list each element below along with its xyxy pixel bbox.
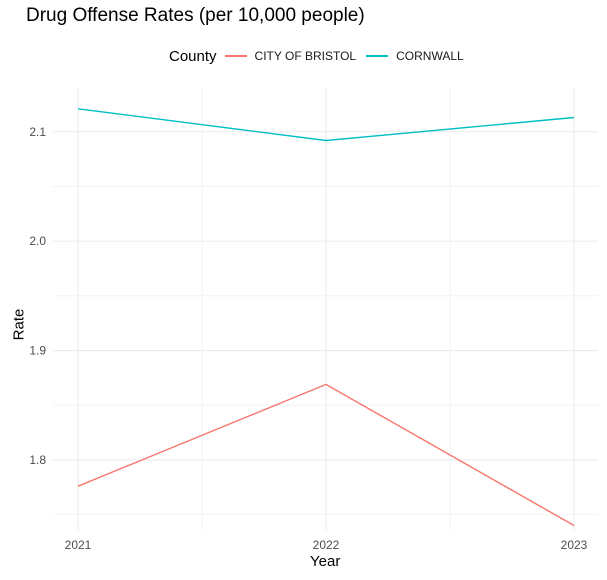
legend-label-city-of-bristol: CITY OF BRISTOL [254,49,357,63]
x-axis-label: Year [310,553,341,570]
series-line-city-of-bristol [77,383,575,527]
legend-item-cornwall: CORNWALL [366,49,464,63]
y-tick-label: 1.8 [29,453,46,467]
y-tick-label: 2.0 [29,234,46,248]
y-axis-label: Rate [10,308,28,341]
legend-item-city-of-bristol: CITY OF BRISTOL [224,49,357,63]
series-line-cornwall [77,108,575,142]
legend-key-city-of-bristol [224,55,247,57]
legend-key-cornwall [366,55,389,57]
y-tick-label: 1.9 [29,344,46,358]
x-tick-label: 2021 [65,538,92,552]
legend-title: County [169,47,217,65]
x-tick-label: 2022 [313,538,340,552]
chart-title: Drug Offense Rates (per 10,000 people) [26,5,365,26]
legend: County CITY OF BRISTOL CORNWALL [169,46,474,66]
x-tick-label: 2023 [561,538,588,552]
legend-label-cornwall: CORNWALL [396,49,464,63]
y-tick-label: 2.1 [29,125,46,139]
